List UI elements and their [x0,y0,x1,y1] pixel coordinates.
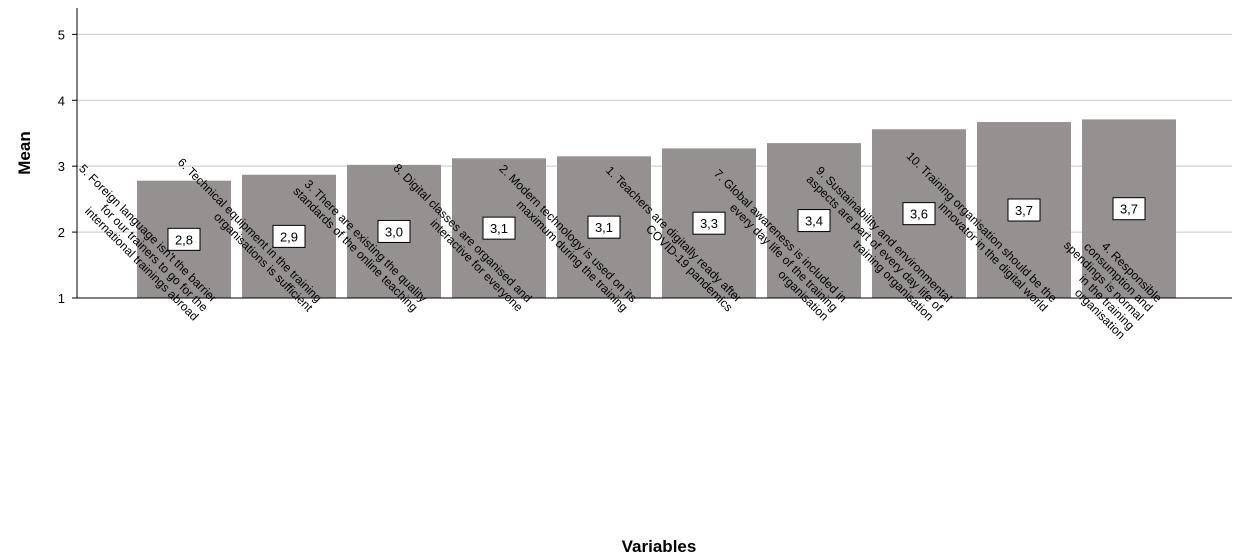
data-label-box [482,216,516,240]
data-label: 3,1 [595,220,613,235]
data-label: 3,0 [385,224,403,239]
data-label: 2,9 [280,229,298,244]
data-label: 2,8 [175,232,193,247]
data-label-box [902,202,936,226]
data-label: 3,7 [1015,203,1033,218]
y-axis-title: Mean [15,131,34,174]
y-tick-label: 1 [58,291,65,306]
data-label-box [587,215,621,239]
data-label: 3,7 [1120,202,1138,217]
y-tick-label: 3 [58,159,65,174]
data-label: 3,3 [700,216,718,231]
y-tick-label: 4 [58,93,65,108]
data-label-box [167,227,201,251]
bars [137,119,1176,299]
data-labels: 2,8 2,9 3,0 3,1 3,1 3,3 3,4 3,6 3,7 3,7 [167,197,1146,251]
data-label-box [1007,198,1041,222]
data-label-box [692,211,726,235]
data-label-box [797,209,831,233]
y-tick-label: 5 [58,27,65,42]
data-label: 3,4 [805,214,823,229]
data-label: 3,1 [490,221,508,236]
data-label-box [1112,197,1146,221]
data-label-box [377,219,411,243]
data-label-box [272,224,306,248]
y-tick-label: 2 [58,225,65,240]
y-tick-labels: 1 2 3 4 5 [58,27,77,306]
x-axis-title: Variables [622,537,697,556]
data-label: 3,6 [910,207,928,222]
axes [76,8,1232,299]
